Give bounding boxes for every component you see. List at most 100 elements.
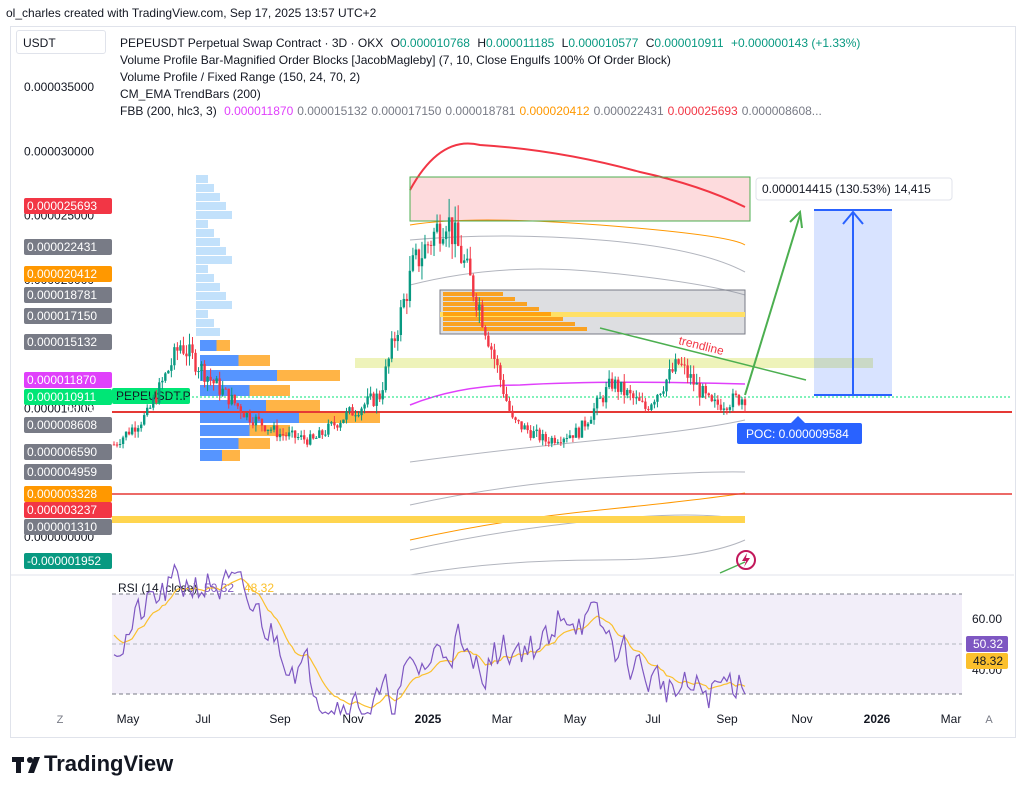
candle-body (725, 408, 729, 410)
fbb-value-6: 0.000025693 (667, 104, 738, 118)
volume-profile-bar-light (196, 193, 220, 201)
candle-body (607, 378, 611, 388)
price-label: 0.000010911 (27, 390, 97, 404)
candle-body (303, 435, 306, 440)
candle-body (212, 380, 215, 384)
candle-body (414, 249, 418, 256)
candle-body (620, 381, 623, 392)
candle-body (142, 415, 146, 425)
candle-body (493, 349, 496, 360)
candle-body (158, 382, 161, 403)
candle-body (152, 397, 155, 408)
rsi-last-label: 50.32 (973, 637, 1003, 651)
volume-profile-bar-light (196, 256, 232, 264)
candle-body (478, 304, 481, 311)
candle-body (472, 275, 475, 297)
candle-body (336, 425, 339, 428)
candle-body (466, 258, 469, 261)
candle-body (559, 442, 563, 444)
volume-profile-bar-light (196, 301, 232, 309)
candle-body (698, 382, 701, 398)
candle-body (644, 401, 647, 409)
candle-body (710, 395, 713, 402)
candle-body (357, 415, 360, 417)
rsi-value: 50.32 (204, 581, 234, 595)
candle-body (360, 408, 363, 416)
price-label-box (24, 266, 112, 282)
candle-body (236, 403, 239, 407)
x-tick-label: Mar (941, 712, 962, 726)
candle-body (689, 374, 692, 378)
candle-body (626, 389, 629, 396)
candle-body (562, 438, 566, 443)
volume-profile-bar-light (196, 175, 208, 183)
rsi-line (113, 562, 746, 717)
candle-body (290, 430, 294, 433)
volume-profile-mid-bar (443, 327, 587, 331)
candle-body (680, 363, 683, 365)
candle-body (704, 386, 707, 394)
candle-body (638, 397, 641, 401)
fbb-value-5: 0.000022431 (593, 104, 664, 118)
candle-body (574, 427, 578, 438)
candle-body (544, 434, 547, 442)
order-block-yellow (440, 312, 745, 317)
candle-body (191, 344, 194, 353)
legend-open: 0.000010768 (399, 36, 470, 50)
legend-indicator-ema[interactable]: CM_EMA TrendBars (200) (120, 87, 261, 101)
candle-body (469, 258, 472, 276)
small-arrow (719, 561, 746, 574)
candle-body (659, 393, 662, 395)
candle-body (713, 399, 717, 402)
price-label: 0.000020412 (27, 267, 97, 281)
fbb-value-1: 0.000015132 (297, 104, 368, 118)
measure-label: 0.000014415 (130.53%) 14,415 (762, 182, 931, 196)
candle-body (312, 434, 315, 439)
candle-body (565, 438, 569, 440)
candle-body (662, 391, 665, 394)
candle-body (740, 399, 744, 405)
chart-legend: PEPEUSDT Perpetual Swap Contract · 3D · … (120, 35, 864, 120)
axis-corner-right: A (985, 714, 993, 726)
candle-body (378, 393, 381, 400)
candle-body (674, 359, 677, 372)
legend-indicator-order-blocks[interactable]: Volume Profile Bar-Magnified Order Block… (120, 53, 671, 67)
candle-body (668, 369, 671, 380)
candle-body (502, 379, 505, 395)
candle-body (707, 393, 710, 396)
candle-body (550, 437, 553, 444)
legend-indicator-fbb[interactable]: FBB (200, hlc3, 3) 0.000011870 0.00001513… (120, 103, 864, 120)
candle-body (149, 407, 152, 409)
volume-profile-bar-up (216, 340, 230, 351)
candle-body (230, 394, 233, 405)
currency-button[interactable]: USDT (16, 30, 106, 54)
legend-indicator-volume-profile[interactable]: Volume Profile / Fixed Range (150, 24, 7… (120, 70, 361, 84)
volume-profile-bar (200, 385, 250, 396)
volume-profile-bar (200, 450, 222, 461)
volume-profile-bar-light (196, 247, 226, 255)
candle-body (629, 389, 632, 394)
x-tick-label: Nov (791, 712, 812, 726)
candle-body (456, 222, 460, 246)
candle-body (248, 413, 252, 423)
candle-body (327, 423, 330, 435)
candle-body (426, 244, 430, 246)
candle-body (511, 410, 514, 418)
lightning-icon (736, 550, 756, 570)
price-label: 0.000006590 (27, 445, 97, 459)
candle-body (242, 413, 246, 418)
measure-label-box (755, 177, 953, 201)
volume-profile-bar-up (222, 450, 240, 461)
order-block-lime (355, 358, 873, 368)
candle-body (170, 365, 173, 371)
price-label: 0.000003328 (27, 487, 97, 501)
price-label-box (24, 372, 112, 388)
candle-body (598, 397, 602, 399)
candle-body (481, 304, 484, 327)
candle-body (333, 422, 336, 426)
candle-body (692, 374, 695, 385)
candle-body (206, 376, 209, 382)
fbb-orange-band (409, 219, 746, 246)
candle-body (402, 298, 406, 308)
